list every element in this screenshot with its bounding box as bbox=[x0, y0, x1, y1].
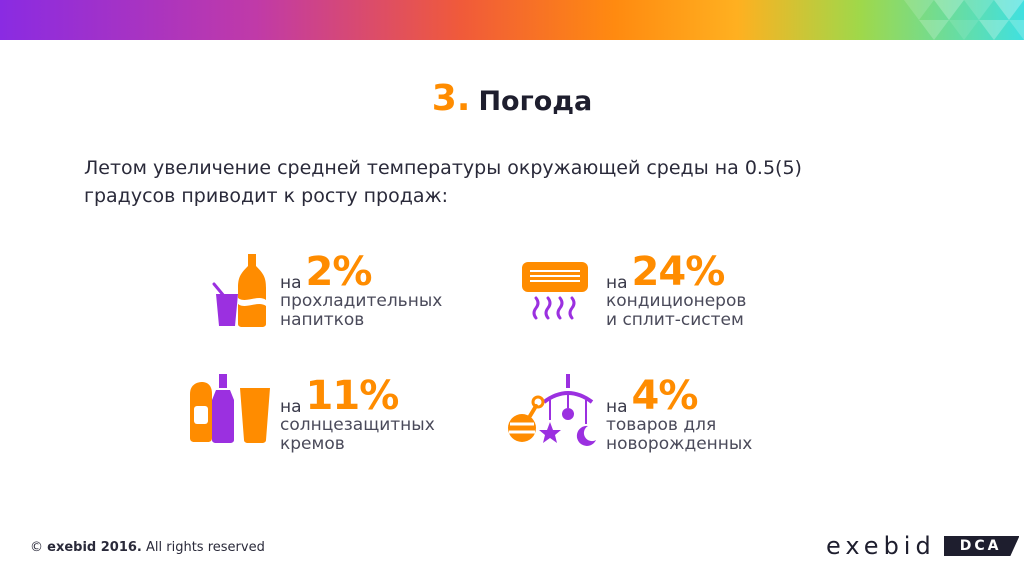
slide-title: 3. Погода bbox=[0, 78, 1024, 119]
stat-label-line-1: товаров для bbox=[606, 415, 717, 435]
copyright-footer: © exebid 2016. All rights reserved bbox=[30, 540, 265, 555]
exebid-dca-logo: exebid DCA bbox=[826, 532, 1020, 560]
stat-prefix: на bbox=[606, 397, 628, 417]
stat-label-line-2: новорожденных bbox=[606, 434, 753, 454]
drinks-icon bbox=[212, 254, 266, 327]
stat-label-line-1: прохладительных bbox=[280, 291, 443, 311]
stat-prefix: на bbox=[606, 273, 628, 293]
stat-prefix: на bbox=[280, 397, 302, 417]
stat-label-line-2: кремов bbox=[280, 434, 345, 454]
air-conditioner-icon bbox=[522, 262, 588, 320]
copyright-brand: exebid 2016. bbox=[47, 540, 142, 555]
stat-prefix: на bbox=[280, 273, 302, 293]
stat-label-line-2: напитков bbox=[280, 310, 365, 330]
triangle-pattern-decoration bbox=[904, 0, 1024, 40]
stat-value: 24% bbox=[631, 249, 726, 295]
baby-mobile-icon bbox=[508, 374, 596, 446]
lead-line-2: градусов приводит к росту продаж: bbox=[84, 185, 449, 207]
logo-badge: DCA bbox=[943, 536, 1020, 556]
title-dot: . bbox=[456, 78, 471, 119]
stat-label-line-2: и сплит-систем bbox=[606, 310, 744, 330]
stat-value: 11% bbox=[305, 373, 400, 419]
top-gradient-bar bbox=[0, 0, 1024, 40]
title-word: Погода bbox=[478, 86, 593, 117]
sunscreen-bottles-icon bbox=[190, 374, 270, 443]
copyright-symbol: © bbox=[30, 540, 43, 555]
stat-value: 4% bbox=[631, 373, 699, 419]
title-number: 3 bbox=[431, 78, 457, 119]
lead-line-1: Летом увеличение средней температуры окр… bbox=[84, 157, 802, 179]
stat-value: 2% bbox=[305, 249, 373, 295]
lead-text: Летом увеличение средней температуры окр… bbox=[84, 154, 944, 210]
logo-name: exebid bbox=[826, 532, 936, 560]
copyright-rights: All rights reserved bbox=[146, 540, 265, 555]
stat-label-line-1: кондиционеров bbox=[606, 291, 747, 311]
stat-label-line-1: солнцезащитных bbox=[280, 415, 435, 435]
